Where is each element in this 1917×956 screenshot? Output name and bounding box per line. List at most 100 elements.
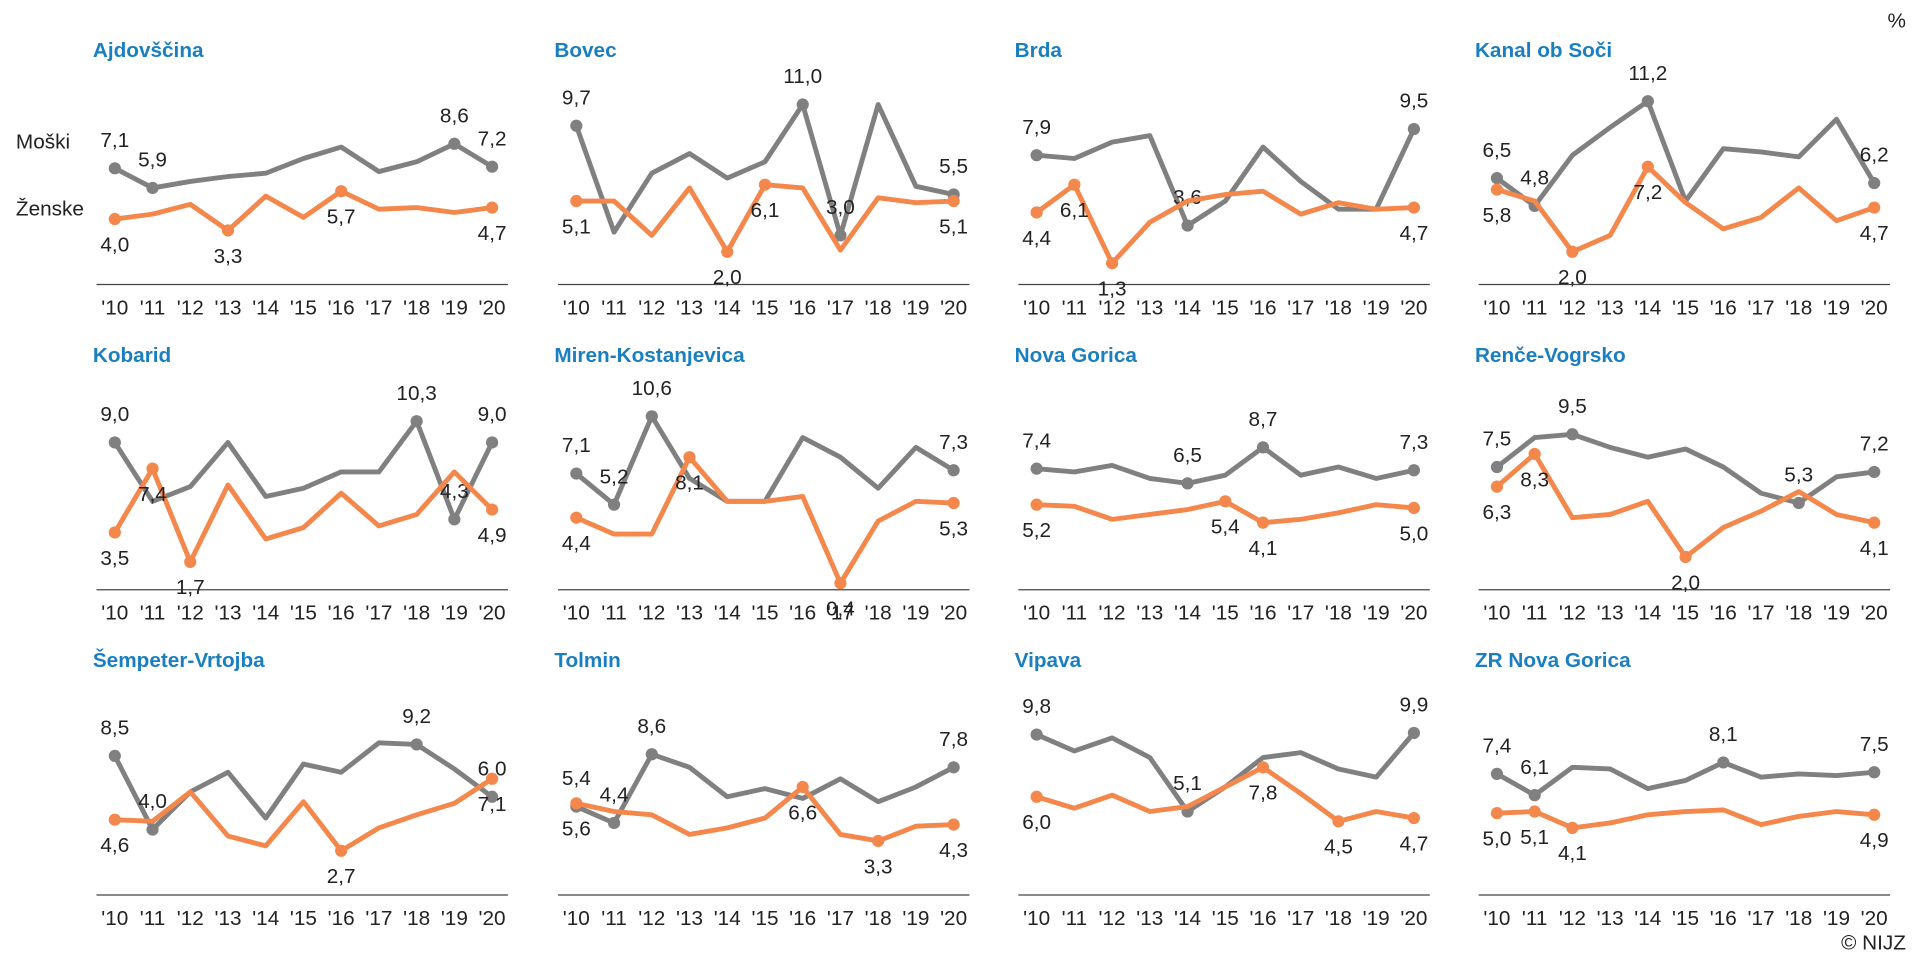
point [1528,447,1541,461]
point [221,224,235,237]
point [1030,462,1043,475]
x-tick-label: '12 [177,296,204,319]
x-tick-label: '10 [563,602,590,625]
point [834,229,847,242]
x-tick-label: '19 [902,602,929,625]
point [947,761,960,774]
data-label: 5,0 [1399,522,1428,545]
point [485,503,499,516]
x-tick-label: '10 [1483,296,1510,319]
data-label: 7,2 [1860,433,1889,456]
point [1641,95,1654,108]
point [1181,219,1194,232]
point [410,415,423,428]
panel-title: Ajdovščina [93,39,204,62]
x-tick-label: '16 [789,907,816,930]
data-label: 8,6 [637,715,666,738]
data-label: 4,9 [1860,829,1889,852]
data-label: 6,1 [1060,199,1089,222]
x-tick-label: '19 [441,296,468,319]
point [410,738,423,751]
x-tick-label: '10 [1483,602,1510,625]
x-tick-label: '13 [1597,602,1624,625]
x-tick-label: '14 [252,296,279,319]
x-tick-label: '17 [1748,602,1775,625]
x-tick-label: '20 [940,602,967,625]
x-tick-label: '19 [1823,907,1850,930]
x-tick-label: '15 [751,907,778,930]
point [607,498,621,511]
data-label: 9,9 [1399,694,1428,717]
x-tick-label: '13 [214,296,241,319]
x-tick-label: '20 [1861,602,1888,625]
x-tick-label: '19 [902,296,929,319]
data-label: 5,0 [1483,827,1512,850]
x-tick-label: '16 [1710,907,1737,930]
x-tick-label: '19 [441,907,468,930]
point [146,823,159,836]
x-tick-label: '19 [1823,602,1850,625]
point [1490,807,1504,820]
data-label: 5,2 [1022,519,1051,542]
point [834,577,847,590]
unit: % [1888,9,1906,32]
data-label: 4,0 [100,233,129,256]
data-label: 4,7 [1399,222,1428,245]
series-line [112,418,495,522]
point [1528,789,1541,802]
data-label: 2,0 [1671,571,1700,594]
data-label: 4,1 [1249,537,1278,560]
x-tick-label: '12 [177,602,204,625]
point [607,816,621,830]
data-label: 2,0 [713,266,742,289]
data-label: 4,7 [1399,832,1428,855]
data-label: 4,0 [138,790,167,813]
x-tick-label: '20 [940,907,967,930]
data-label: 9,8 [1022,695,1051,718]
data-label: 7,4 [1483,735,1512,758]
panel-title: ZR Nova Gorica [1475,649,1631,672]
point [485,201,499,214]
data-label: 9,0 [478,403,507,426]
point [1332,815,1345,828]
x-tick-label: '12 [177,907,204,930]
data-label: 9,7 [562,86,591,109]
data-label: 7,1 [478,793,507,816]
x-tick-label: '20 [1400,907,1427,930]
point [645,410,658,423]
x-tick-label: '14 [252,602,279,625]
data-label: 2,0 [1558,266,1587,289]
point [1030,728,1043,741]
x-tick-label: '20 [940,296,967,319]
series-line [1036,128,1417,229]
data-label: 10,6 [632,377,672,400]
panel-title: Tolmin [554,649,620,672]
data-label: 11,0 [783,65,822,88]
x-tick-label: '14 [714,296,741,319]
data-label: 7,3 [1399,431,1428,454]
data-label: 3,5 [100,547,129,570]
x-tick-label: '17 [1287,907,1314,930]
data-label: 4,9 [478,524,507,547]
x-tick-label: '17 [1287,296,1314,319]
data-label: 7,2 [478,127,507,150]
x-tick-label: '17 [1287,602,1314,625]
point [1868,176,1881,190]
x-tick-label: '16 [1710,602,1737,625]
data-label: 8,7 [1249,408,1278,431]
data-label: 5,1 [939,215,968,238]
x-tick-label: '18 [865,907,892,930]
x-tick-label: '15 [290,602,317,625]
x-tick-label: '11 [140,602,166,625]
data-label: 4,1 [1860,537,1889,560]
x-tick-label: '10 [101,907,128,930]
x-tick-label: '17 [827,907,854,930]
x-tick-label: '15 [1212,907,1239,930]
source: © NIJZ [1841,931,1906,954]
x-tick-label: '11 [1062,296,1088,319]
x-tick-label: '16 [328,296,355,319]
legend-label: Moški [16,130,70,153]
x-tick-label: '18 [1785,602,1812,625]
point [1181,477,1194,490]
